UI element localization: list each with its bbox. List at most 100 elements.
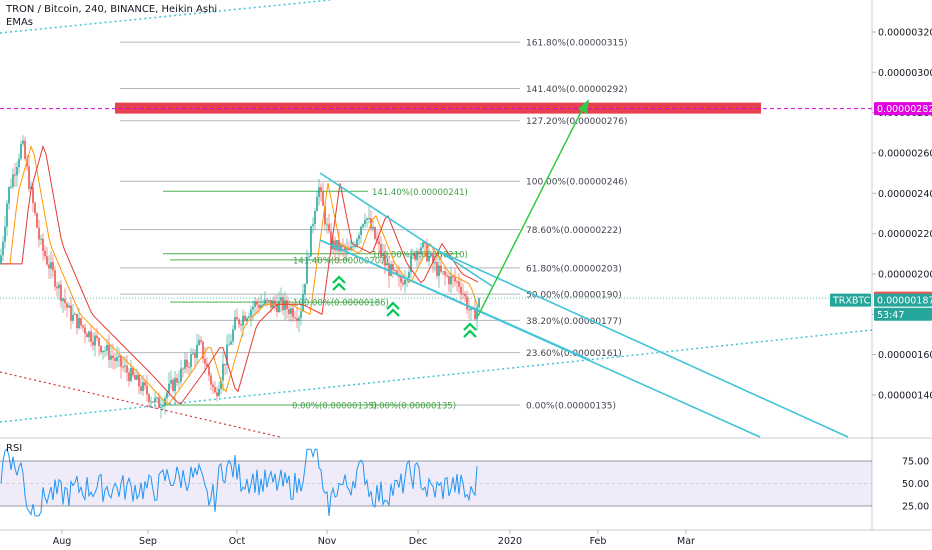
candle-body (72, 314, 74, 321)
candle-body (454, 277, 456, 282)
candle-body (40, 238, 42, 240)
price-tag-bg (874, 102, 932, 116)
candle-body (86, 333, 88, 338)
candle-body (328, 224, 330, 232)
candle-body (218, 388, 220, 396)
candle-body (264, 299, 266, 305)
chevron-up-icon (463, 329, 477, 338)
candle-body (368, 218, 370, 220)
candle-body (302, 294, 304, 312)
candle-body (234, 317, 236, 330)
candle-body (136, 374, 138, 380)
candle-body (122, 366, 124, 368)
candle-body (438, 265, 440, 276)
candle-body (268, 300, 270, 302)
candle-body (476, 307, 478, 320)
candle-body (296, 318, 298, 321)
candle-body (152, 401, 154, 403)
candle-body (374, 227, 376, 239)
indicator-label[interactable]: EMAs (6, 17, 33, 28)
candle-body (452, 276, 454, 278)
candle-body (260, 304, 262, 309)
candle-body (418, 251, 420, 254)
candle-body (412, 253, 414, 256)
green-fib-label: 0.00%(0.00000135) (371, 402, 456, 412)
candle-body (378, 241, 380, 245)
candle-body (138, 374, 140, 387)
y-tick-label: 0.00000320 (878, 28, 932, 39)
price-tag-label: 0.00000187 (877, 296, 932, 307)
candle-body (330, 231, 332, 250)
candle-body (60, 284, 62, 302)
resistance-zone (115, 102, 761, 114)
candle-body (114, 358, 116, 361)
candle-body (240, 324, 242, 326)
candle-body (214, 387, 216, 393)
candle-body (62, 298, 64, 302)
candle-body (298, 317, 300, 321)
candle-body (364, 219, 366, 225)
x-tick-label: Dec (409, 536, 427, 547)
candle-body (206, 363, 208, 367)
candle-body (18, 158, 20, 168)
candle-body (450, 276, 452, 285)
y-tick-label: 0.00000220 (878, 229, 932, 240)
price-tag-label: 53:47 (877, 310, 904, 321)
candle-body (90, 331, 92, 342)
candle-body (392, 264, 394, 271)
green-fib-label: 141.40%(0.00000241) (372, 188, 468, 198)
y-tick-label: 0.00000200 (878, 269, 932, 280)
candle-body (36, 213, 38, 228)
candle-body (436, 262, 438, 276)
candle-body (420, 247, 422, 254)
chart-title: TRON / Bitcoin, 240, BINANCE, Heikin Ash… (6, 4, 218, 15)
candle-body (134, 375, 136, 380)
candle-body (478, 298, 480, 308)
y-tick-label: 0.00000240 (878, 189, 932, 200)
candle-body (226, 344, 228, 366)
rsi-label[interactable]: RSI (6, 443, 23, 454)
candle-body (318, 187, 320, 198)
candle-body (124, 365, 126, 367)
fib-level-label: 141.40%(0.00000292) (526, 85, 627, 95)
candle-body (466, 296, 468, 310)
candle-body (430, 253, 432, 257)
projection-arrow (477, 103, 586, 317)
candle-body (34, 202, 36, 214)
fib-level-label: 38.20%(0.00000177) (526, 317, 622, 327)
candle-body (100, 345, 102, 353)
chevron-marker-3 (463, 322, 477, 338)
upper-trendline (0, 0, 331, 34)
candle-body (82, 325, 84, 328)
candle-body (468, 309, 470, 311)
candle-body (462, 293, 464, 295)
candle-body (200, 340, 202, 342)
candle-body (220, 380, 222, 389)
candle-body (410, 255, 412, 273)
candle-body (170, 379, 172, 384)
candle-body (190, 354, 192, 368)
candle-body (46, 256, 48, 265)
candle-body (232, 329, 234, 342)
candle-body (98, 337, 100, 346)
candle-body (158, 397, 160, 409)
candle-body (426, 243, 428, 262)
candle-body (474, 308, 476, 320)
candle-body (408, 272, 410, 278)
rsi-tick-label: 75.00 (902, 457, 929, 468)
candle-body (8, 187, 10, 204)
candle-body (14, 174, 16, 176)
x-tick-label: Nov (318, 536, 337, 547)
candle-body (182, 368, 184, 370)
candle-body (388, 263, 390, 276)
chevron-marker-2 (386, 301, 400, 317)
candle-body (288, 309, 290, 315)
candle-body (322, 191, 324, 206)
candle-body (96, 335, 98, 338)
candle-body (246, 317, 248, 321)
candle-body (396, 270, 398, 276)
candle-body (2, 241, 4, 256)
candle-body (334, 240, 336, 251)
candle-body (52, 262, 54, 271)
